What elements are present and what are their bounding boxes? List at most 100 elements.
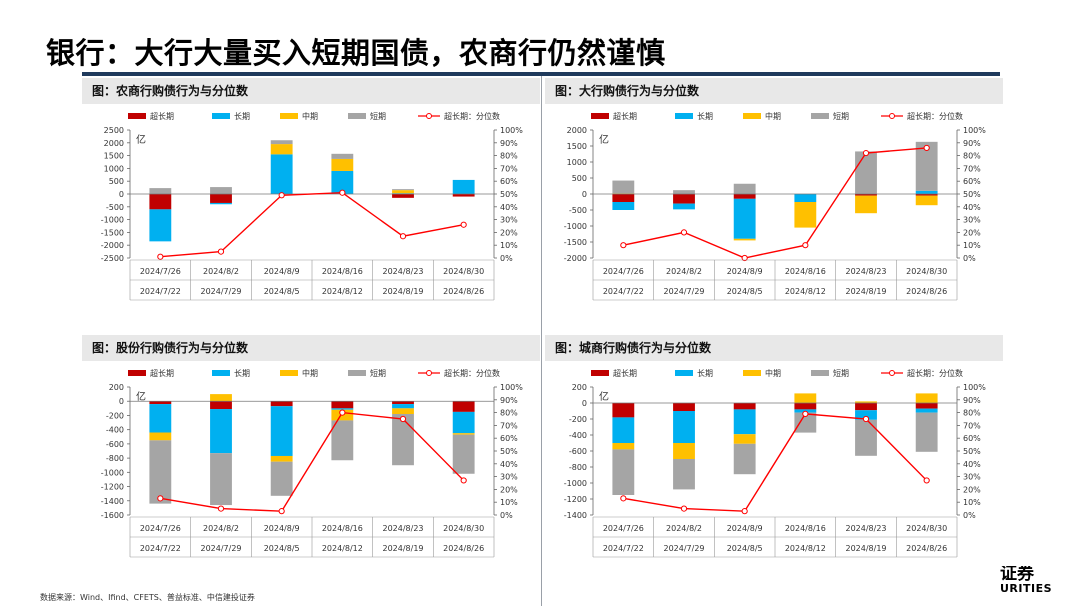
bar-segment: [331, 408, 354, 410]
legend-swatch: [591, 113, 609, 119]
x-tick-label-bottom: 2024/7/29: [200, 544, 241, 553]
x-tick-label-top: 2024/8/23: [845, 267, 886, 276]
y-tick-label-right: 30%: [963, 473, 981, 482]
chart-panel-large: 图：大行购债行为与分位数 超长期 长期 中期 短期 超长期：分位数亿 2000 1500 10…: [545, 78, 1003, 326]
bar-segment: [270, 154, 293, 194]
y-tick-label-right: 80%: [963, 409, 981, 418]
percentile-marker: [802, 410, 809, 417]
percentile-marker: [620, 242, 627, 249]
legend-label: 超长期: [150, 368, 174, 378]
y-tick-label-left: 200: [109, 383, 124, 392]
x-tick-label-top: 2024/8/16: [322, 267, 363, 276]
bar-segment: [210, 202, 232, 205]
y-tick-label-left: 1500: [567, 142, 587, 151]
y-tick-label-right: 100%: [500, 126, 523, 135]
panel-divider: [541, 76, 542, 606]
x-tick-label-bottom: 2024/8/5: [264, 287, 300, 296]
bar-segment: [915, 412, 938, 452]
bar-segment: [270, 461, 293, 496]
logo-text-line2: URITIES: [1000, 582, 1053, 595]
panel-title: 图：农商行购债行为与分位数: [82, 78, 540, 104]
bar-segment: [331, 170, 354, 194]
bar-segment: [331, 158, 354, 171]
bar-segment: [673, 459, 695, 490]
x-tick-label-top: 2024/8/30: [443, 524, 484, 533]
legend-swatch: [212, 113, 230, 119]
y-tick-label-left: 0: [119, 397, 124, 406]
bar-segment: [452, 401, 475, 412]
y-tick-label-left: -500: [106, 203, 124, 212]
legend-swatch: [811, 370, 829, 376]
y-tick-label-right: 0%: [500, 511, 513, 520]
y-tick-label-right: 70%: [963, 421, 981, 430]
y-tick-label-right: 20%: [963, 485, 981, 494]
y-tick-label-left: -1500: [101, 228, 124, 237]
y-tick-label-right: 40%: [963, 460, 981, 469]
y-tick-label-left: 200: [572, 383, 587, 392]
percentile-marker: [399, 233, 407, 240]
y-tick-label-left: 2500: [104, 126, 124, 135]
y-tick-label-left: -800: [569, 463, 587, 472]
x-tick-label-bottom: 2024/8/26: [906, 544, 947, 553]
bar-segment: [392, 401, 414, 405]
unit-label: 亿: [136, 133, 146, 146]
legend-label: 超长期: [150, 111, 174, 121]
bar-segment: [855, 403, 877, 411]
legend-label: 中期: [765, 368, 781, 378]
x-tick-label-top: 2024/8/9: [727, 267, 763, 276]
x-tick-label-bottom: 2024/7/22: [603, 544, 644, 553]
y-tick-label-left: -1200: [564, 495, 587, 504]
unit-label: 亿: [599, 133, 609, 146]
y-tick-label-left: -1200: [101, 483, 124, 492]
y-tick-label-left: -1500: [564, 238, 587, 247]
panel-title: 图：股份行购债行为与分位数: [82, 335, 540, 361]
bar-segment: [270, 401, 293, 407]
legend-label: 超长期：分位数: [907, 111, 963, 121]
x-tick-label-top: 2024/7/26: [603, 524, 644, 533]
bar-segment: [794, 403, 817, 410]
chart-panel-rural: 图：农商行购债行为与分位数 超长期 长期 中期 短期 超长期：分位数亿 2500 2000 1…: [82, 78, 540, 326]
legend-swatch: [280, 370, 298, 376]
y-tick-label-right: 100%: [500, 383, 523, 392]
bar-segment: [210, 401, 232, 410]
bar-segment: [733, 198, 756, 239]
y-tick-label-left: -200: [569, 415, 587, 424]
bar-segment: [149, 188, 172, 194]
y-tick-label-right: 90%: [500, 396, 518, 405]
bar-segment: [210, 409, 232, 454]
legend-line-marker: [889, 113, 895, 119]
legend-swatch: [743, 113, 761, 119]
bar-segment: [149, 194, 172, 210]
bar-segment: [733, 194, 756, 199]
legend-label: 中期: [302, 111, 318, 121]
y-tick-label-left: 0: [582, 190, 587, 199]
legend-swatch: [348, 113, 366, 119]
bar-segment: [270, 455, 293, 462]
y-tick-label-right: 70%: [500, 421, 518, 430]
legend-label: 短期: [833, 111, 849, 121]
y-tick-label-right: 60%: [500, 434, 518, 443]
y-tick-label-right: 60%: [963, 177, 981, 186]
y-tick-label-right: 10%: [963, 241, 981, 250]
x-tick-label-top: 2024/8/23: [382, 267, 423, 276]
bar-segment: [794, 412, 817, 433]
bar-segment: [270, 140, 293, 145]
bar-segment: [452, 411, 475, 434]
x-tick-label-bottom: 2024/8/12: [322, 287, 363, 296]
y-tick-label-right: 0%: [963, 511, 976, 520]
x-tick-label-top: 2024/8/9: [264, 524, 300, 533]
legend-label: 长期: [234, 111, 250, 121]
y-tick-label-left: -400: [106, 426, 124, 435]
brand-logo: 证券 URITIES: [1000, 566, 1060, 602]
bar-segment: [733, 443, 756, 475]
bar-segment: [733, 238, 756, 241]
y-tick-label-right: 50%: [963, 447, 981, 456]
bar-segment: [733, 403, 756, 410]
legend-label: 短期: [833, 368, 849, 378]
y-tick-label-right: 60%: [500, 177, 518, 186]
percentile-marker: [460, 221, 467, 228]
x-tick-label-bottom: 2024/8/26: [906, 287, 947, 296]
x-tick-label-bottom: 2024/8/19: [845, 544, 886, 553]
